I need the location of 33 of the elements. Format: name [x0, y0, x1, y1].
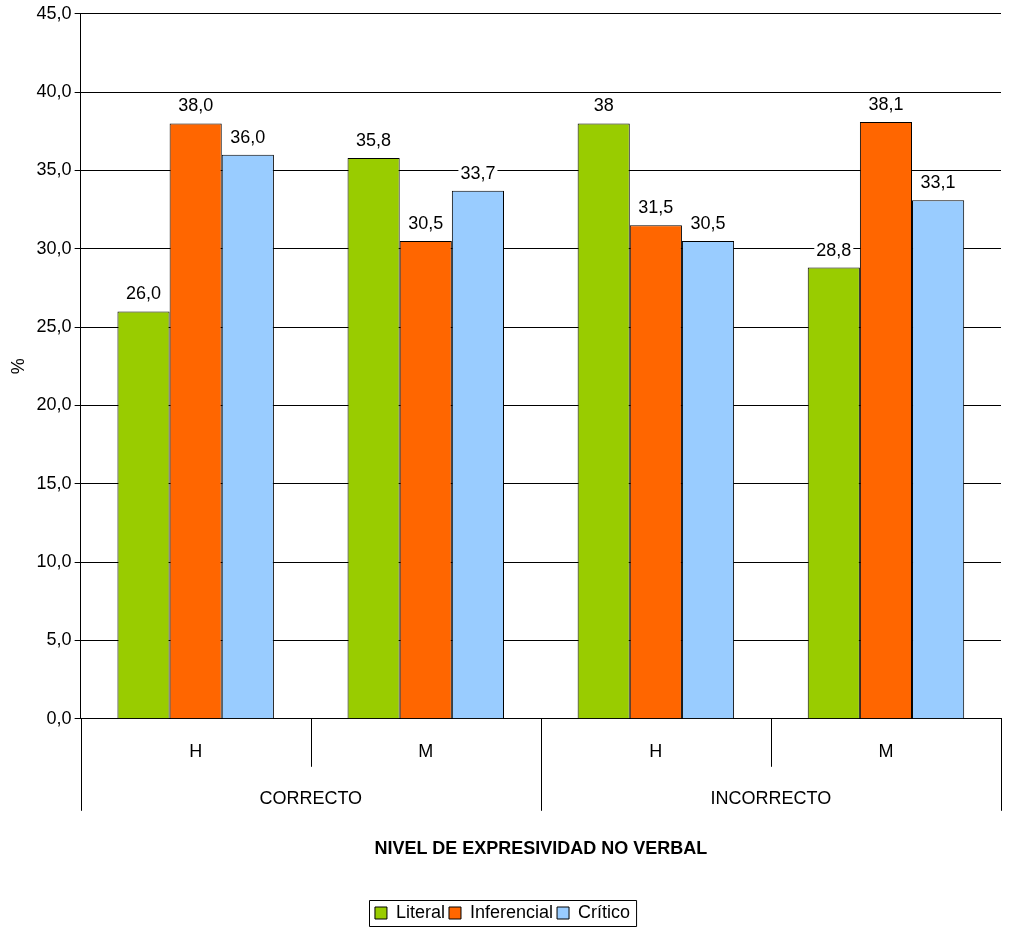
x-tick-label: M: [418, 740, 434, 761]
data-label: 38: [593, 95, 614, 116]
legend-label: Inferencial: [469, 901, 554, 922]
data-label: 35,8: [356, 129, 392, 150]
data-label: 38,1: [868, 93, 904, 114]
y-tick-label: 45,0: [36, 2, 72, 23]
y-tick-label: 5,0: [46, 629, 72, 650]
x-tick-label: H: [189, 740, 203, 761]
data-label: 38,0: [178, 95, 214, 116]
x-tick-label: H: [649, 740, 663, 761]
legend-label: Literal: [395, 901, 445, 922]
x-axis-title: NIVEL DE EXPRESIVIDAD NO VERBAL: [374, 838, 708, 859]
y-axis-title: %: [7, 358, 28, 375]
data-label: 31,5: [638, 197, 674, 218]
y-tick-label: 40,0: [36, 81, 72, 102]
y-tick-label: 10,0: [36, 551, 72, 572]
data-label: 30,5: [408, 212, 444, 233]
y-tick-label: 35,0: [36, 159, 72, 180]
legend-label: Crítico: [578, 901, 631, 922]
text: INCORRECTO: [710, 787, 832, 808]
x-tick-label: M: [878, 740, 894, 761]
y-tick-label: 0,0: [46, 707, 72, 728]
y-tick-label: 25,0: [36, 316, 72, 337]
data-label: 30,5: [690, 212, 726, 233]
data-label: 33,1: [920, 172, 956, 193]
y-tick-label: 20,0: [36, 394, 72, 415]
text: CORRECTO: [259, 787, 363, 808]
data-label: 33,7: [460, 162, 496, 183]
data-label: 28,8: [816, 239, 852, 260]
data-label: 26,0: [126, 283, 162, 304]
data-label: 36,0: [230, 126, 266, 147]
y-tick-label: 15,0: [36, 472, 72, 493]
y-tick-label: 30,0: [36, 237, 72, 258]
